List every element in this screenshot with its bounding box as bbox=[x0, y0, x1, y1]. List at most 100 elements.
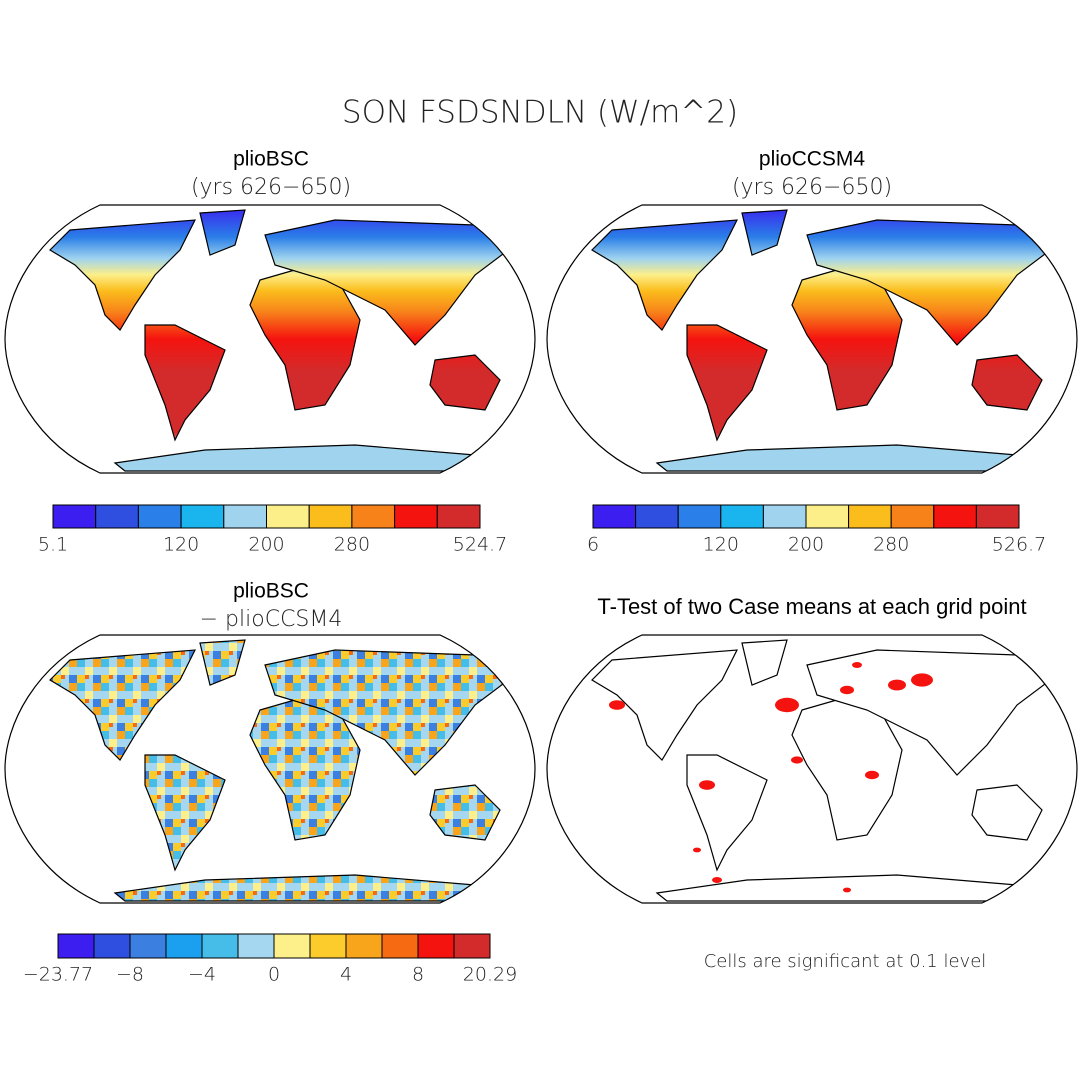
colorbar-label: 6 bbox=[587, 534, 599, 556]
colorbar-label: 4 bbox=[340, 964, 352, 986]
north-america bbox=[49, 649, 197, 761]
australia bbox=[971, 784, 1043, 841]
significant-cells bbox=[791, 756, 803, 764]
south-america bbox=[144, 754, 226, 872]
colorbar-box bbox=[266, 504, 310, 529]
colorbar-label: −23.77 bbox=[23, 964, 93, 986]
map-outline bbox=[546, 204, 1078, 474]
map bbox=[4, 634, 536, 904]
significant-cells bbox=[609, 700, 625, 710]
colorbar-box bbox=[52, 504, 97, 529]
colorbar-label: 120 bbox=[163, 534, 199, 556]
australia bbox=[429, 784, 501, 841]
colorbar-box bbox=[635, 504, 679, 529]
land bbox=[591, 209, 1059, 472]
eurasia bbox=[806, 219, 1059, 346]
colorbar-label: 280 bbox=[334, 534, 370, 556]
eurasia bbox=[264, 219, 517, 346]
antarctica bbox=[113, 874, 477, 902]
land bbox=[591, 639, 1059, 902]
significant-cells bbox=[843, 887, 851, 893]
greenland bbox=[199, 639, 246, 686]
significant-cells bbox=[712, 877, 722, 883]
colorbar-box bbox=[223, 504, 268, 529]
colorbar-box bbox=[394, 504, 438, 529]
significant-cells bbox=[840, 685, 854, 695]
colorbar-label: 524.7 bbox=[453, 534, 507, 556]
south-america bbox=[144, 324, 226, 442]
colorbar-box bbox=[677, 504, 722, 529]
colorbar-label: 20.29 bbox=[463, 964, 517, 986]
colorbar-box bbox=[57, 933, 95, 959]
colorbar-box bbox=[237, 933, 275, 959]
colorbar-box bbox=[95, 504, 139, 529]
colorbar-box bbox=[436, 504, 481, 529]
colorbar-box bbox=[180, 504, 225, 529]
colorbar-box bbox=[137, 504, 182, 529]
colorbar-box bbox=[93, 933, 131, 959]
colorbar-box bbox=[201, 933, 239, 959]
colorbar-box bbox=[975, 504, 1020, 529]
north-america bbox=[591, 219, 739, 331]
colorbar-label: 120 bbox=[703, 534, 739, 556]
greenland bbox=[741, 209, 788, 256]
panel-title: plioCCSM4 bbox=[759, 148, 866, 171]
colorbar-box bbox=[453, 933, 491, 959]
panel-subtitle: (yrs 626−650) bbox=[732, 175, 892, 200]
colorbar-box bbox=[417, 933, 455, 959]
map bbox=[4, 204, 536, 474]
colorbar-box bbox=[308, 504, 353, 529]
colorbar-box bbox=[273, 933, 311, 959]
colorbar-box bbox=[351, 504, 396, 529]
antarctica bbox=[655, 444, 1019, 472]
colorbar-box bbox=[165, 933, 203, 959]
colorbar-label: −4 bbox=[188, 964, 216, 986]
figure-title: SON FSDSNDLN (W/m^2) bbox=[342, 95, 738, 131]
south-america bbox=[686, 754, 768, 872]
colorbar-label: 200 bbox=[788, 534, 824, 556]
panel-note: Cells are significant at 0.1 level bbox=[704, 951, 987, 972]
colorbar-box bbox=[848, 504, 892, 529]
colorbar-box bbox=[345, 933, 383, 959]
colorbar-label: 5.1 bbox=[38, 534, 68, 556]
significant-cells bbox=[693, 847, 701, 853]
colorbar-box bbox=[720, 504, 764, 529]
panel-title: T-Test of two Case means at each grid po… bbox=[597, 594, 1026, 619]
map-outline bbox=[546, 634, 1078, 904]
colorbar-label: 8 bbox=[412, 964, 424, 986]
antarctica bbox=[655, 874, 1019, 902]
south-america bbox=[686, 324, 768, 442]
antarctica bbox=[113, 444, 477, 472]
significant-cells bbox=[775, 697, 799, 713]
colorbar-box bbox=[129, 933, 167, 959]
colorbar-box bbox=[309, 933, 347, 959]
north-america bbox=[49, 219, 197, 331]
colorbar-label: 200 bbox=[248, 534, 284, 556]
colorbar-box bbox=[592, 504, 637, 529]
map-outline bbox=[4, 634, 536, 904]
colorbar-box bbox=[890, 504, 935, 529]
australia bbox=[429, 354, 501, 411]
eurasia bbox=[806, 649, 1059, 776]
panel-subtitle: (yrs 626−650) bbox=[191, 175, 351, 200]
significant-cells bbox=[852, 662, 862, 668]
colorbar-label: 526.7 bbox=[992, 534, 1046, 556]
australia bbox=[971, 354, 1043, 411]
greenland bbox=[199, 209, 246, 256]
map bbox=[546, 204, 1078, 474]
panel-subtitle: − plioCCSM4 bbox=[200, 607, 343, 632]
colorbar-box bbox=[381, 933, 419, 959]
colorbar-label: −8 bbox=[116, 964, 144, 986]
land bbox=[49, 639, 517, 902]
land bbox=[49, 209, 517, 472]
colorbar-box bbox=[762, 504, 807, 529]
panel-title: plioBSC bbox=[233, 580, 309, 603]
panel-title: plioBSC bbox=[233, 148, 309, 171]
significant-cells bbox=[865, 770, 879, 780]
colorbar-box bbox=[933, 504, 977, 529]
map bbox=[546, 634, 1078, 904]
north-america bbox=[591, 649, 739, 761]
greenland bbox=[741, 639, 788, 686]
eurasia bbox=[264, 649, 517, 776]
